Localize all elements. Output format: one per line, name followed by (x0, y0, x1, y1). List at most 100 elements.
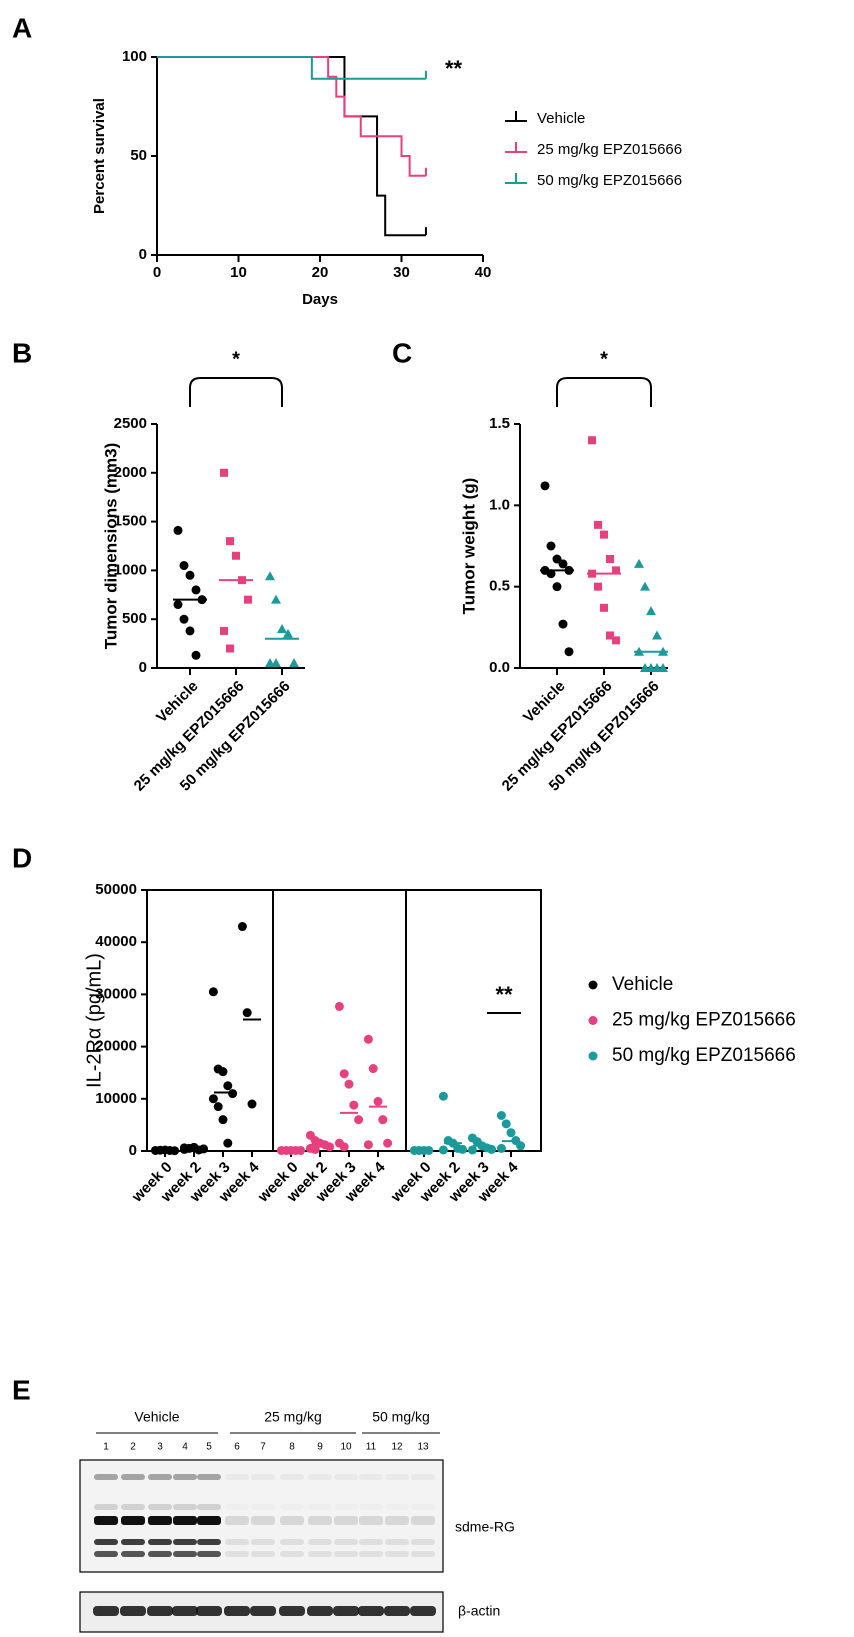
legend-label: 50 mg/kg EPZ015666 (537, 172, 682, 189)
point (546, 541, 556, 551)
point (310, 1144, 320, 1154)
lane-number: 11 (366, 1442, 377, 1453)
band (251, 1504, 275, 1510)
point (612, 566, 620, 575)
point (232, 551, 240, 560)
point (612, 636, 620, 645)
panel-letter: C (392, 337, 412, 368)
point (496, 1143, 506, 1153)
point (368, 1064, 378, 1074)
point (325, 1142, 335, 1152)
point (170, 1146, 180, 1156)
y-tick-label: 1.0 (489, 496, 510, 513)
point (271, 594, 281, 604)
point (506, 1128, 516, 1138)
actin-band (333, 1606, 359, 1616)
point (334, 1001, 344, 1011)
band (411, 1539, 435, 1545)
legend-label: Vehicle (537, 110, 585, 127)
point (640, 581, 650, 591)
y-tick-label: 2500 (114, 415, 147, 432)
band (334, 1539, 358, 1545)
point (179, 1143, 189, 1153)
point (546, 569, 556, 579)
band (280, 1551, 304, 1557)
band (411, 1551, 435, 1557)
significance-bracket (556, 377, 652, 407)
y-tick-label: 0 (139, 659, 147, 676)
lane-number: 8 (289, 1442, 295, 1453)
point (173, 525, 183, 535)
band (225, 1551, 249, 1557)
band (385, 1539, 409, 1545)
legend-label: 25 mg/kg EPZ015666 (537, 141, 682, 158)
point (271, 658, 281, 668)
point (467, 1145, 477, 1155)
lane-number: 2 (130, 1442, 136, 1453)
band (411, 1474, 435, 1480)
band (121, 1551, 145, 1557)
band (251, 1539, 275, 1545)
point (218, 1115, 228, 1125)
band (251, 1474, 275, 1480)
point (265, 571, 275, 581)
point (213, 1102, 223, 1112)
y-tick-label: 1500 (114, 513, 147, 530)
group-label: 50 mg/kg (372, 1409, 430, 1425)
band (280, 1539, 304, 1545)
band (359, 1551, 383, 1557)
point (383, 1138, 393, 1148)
point (344, 1079, 354, 1089)
point (588, 436, 596, 445)
band (308, 1474, 332, 1480)
y-axis-title: IL-2Rα (pg/mL) (83, 953, 105, 1088)
point (173, 600, 183, 610)
panel-letter: E (12, 1374, 31, 1405)
point (191, 650, 201, 660)
band (94, 1539, 118, 1545)
point (458, 1144, 468, 1154)
point (185, 626, 195, 636)
point (552, 582, 562, 592)
band (121, 1539, 145, 1545)
survival-line (157, 56, 426, 80)
band (280, 1474, 304, 1480)
lane-number: 10 (340, 1442, 352, 1453)
actin-band (307, 1606, 333, 1616)
point (179, 561, 189, 571)
lane-number: 6 (234, 1442, 240, 1453)
actin-band (120, 1606, 146, 1616)
band (94, 1516, 118, 1525)
point (540, 481, 550, 491)
band (411, 1516, 435, 1525)
point (289, 658, 299, 668)
y-tick-label: 1.5 (489, 415, 510, 432)
point (363, 1034, 373, 1044)
lane-number: 4 (182, 1442, 188, 1453)
band (359, 1539, 383, 1545)
point (218, 1067, 228, 1077)
point (558, 559, 568, 569)
y-tick-label: 0.0 (489, 659, 510, 676)
point (339, 1142, 349, 1152)
point (185, 570, 195, 580)
lane-number: 13 (417, 1442, 429, 1453)
point (296, 1145, 306, 1155)
band (121, 1516, 145, 1525)
band (197, 1504, 221, 1510)
point (634, 558, 644, 568)
legend-label: 25 mg/kg EPZ015666 (612, 1010, 796, 1031)
annotation: ** (445, 56, 463, 81)
band (197, 1539, 221, 1545)
point (438, 1145, 448, 1155)
band (280, 1516, 304, 1525)
band (148, 1516, 172, 1525)
actin-band (384, 1606, 410, 1616)
y-axis-title: Tumor weight (g) (459, 478, 478, 615)
band (359, 1504, 383, 1510)
lane-number: 12 (391, 1442, 403, 1453)
band (411, 1504, 435, 1510)
point (220, 626, 228, 635)
annotation: * (600, 348, 608, 370)
